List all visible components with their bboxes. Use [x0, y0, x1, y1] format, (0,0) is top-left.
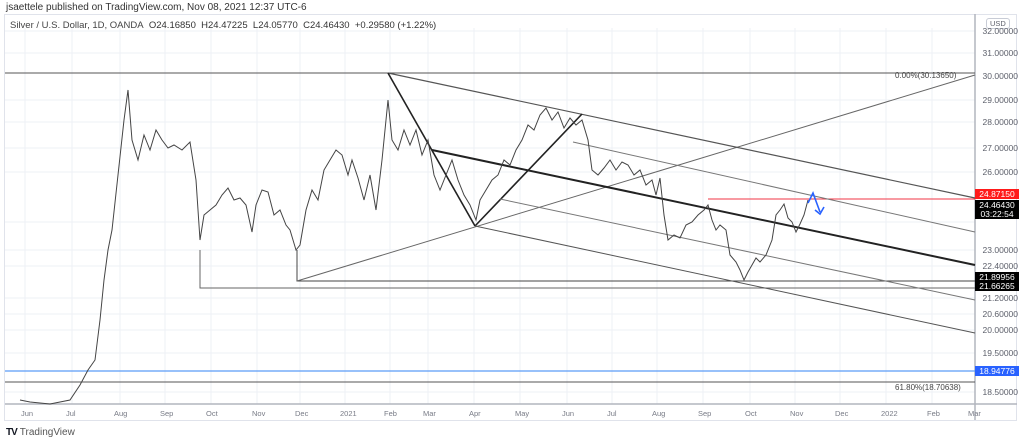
price-tick-label: 31.00000 [982, 48, 1018, 58]
fib-label-top: 0.00%(30.13650) [895, 71, 957, 80]
time-tick-label: Aug [114, 409, 128, 418]
time-tick-label: Mar [423, 409, 436, 418]
price-tick-label: 22.40000 [982, 261, 1018, 271]
time-tick-label: Sep [698, 409, 712, 418]
price-tick-label: 26.00000 [982, 167, 1018, 177]
price-tick-label: 20.00000 [982, 325, 1018, 335]
time-tick-label: Oct [206, 409, 218, 418]
published-info: jsaettele published on TradingView.com, … [6, 2, 307, 13]
time-tick-label: Jun [562, 409, 575, 418]
price-tick-label: 21.20000 [982, 293, 1018, 303]
time-tick-label: Jul [66, 409, 76, 418]
price-tick-label: 18.50000 [982, 387, 1018, 397]
time-tick-label: Aug [652, 409, 666, 418]
time-tick-label: Nov [252, 409, 266, 418]
price-tag: 24.46430 [975, 200, 1019, 210]
change-value: +0.29580 (+1.22%) [354, 20, 437, 31]
time-tick-label: 2021 [340, 409, 357, 418]
time-tick-label: May [515, 409, 530, 418]
price-tick-label: 32.00000 [982, 26, 1018, 36]
open-value: O24.16850 [148, 20, 196, 31]
grid [5, 28, 975, 404]
price-tick-label: 30.00000 [982, 71, 1018, 81]
symbol-legend: Silver / U.S. Dollar, 1D, OANDA O24.1685… [10, 20, 436, 31]
time-tick-label: Feb [927, 409, 940, 418]
price-tick-label: 27.00000 [982, 143, 1018, 153]
support-line-1[interactable] [199, 250, 975, 289]
pitchfork[interactable] [296, 72, 976, 334]
time-tick-label: Apr [469, 409, 481, 418]
time-tick-label: Dec [835, 409, 849, 418]
currency-badge[interactable]: USD [986, 18, 1010, 29]
price-tick-label: 23.00000 [982, 245, 1018, 255]
high-value: H24.47225 [201, 20, 248, 31]
tv-logo-icon: TV [6, 427, 18, 438]
time-tick-label: Sep [160, 409, 174, 418]
time-tick-label: Dec [295, 409, 309, 418]
price-tag: 18.94776 [975, 366, 1019, 376]
price-tick-label: 19.50000 [982, 348, 1018, 358]
price-tag: 21.66265 [975, 281, 1019, 291]
price-series [19, 89, 809, 405]
time-tick-label: Mar [968, 409, 981, 418]
low-value: L24.05770 [252, 20, 298, 31]
time-tick-label: Nov [790, 409, 804, 418]
time-tick-label: Oct [745, 409, 757, 418]
projection-arrow[interactable] [807, 190, 821, 213]
time-tick-label: Feb [384, 409, 397, 418]
price-tag: 24.87150 [975, 189, 1019, 199]
price-tag: 03:22:54 [975, 209, 1019, 219]
arrow-head-icon [814, 206, 825, 216]
fib-label-bottom: 61.80%(18.70638) [895, 383, 961, 392]
price-tick-label: 29.00000 [982, 95, 1018, 105]
tradingview-logo[interactable]: TV TradingView [6, 427, 75, 438]
symbol-name: Silver / U.S. Dollar, 1D, OANDA [10, 20, 144, 31]
price-tick-label: 28.00000 [982, 117, 1018, 127]
price-tag: 21.89956 [975, 272, 1019, 282]
time-tick-label: 2022 [881, 409, 898, 418]
time-tick-label: Jun [21, 409, 34, 418]
close-value: C24.46430 [303, 20, 350, 31]
price-tick-label: 20.60000 [982, 309, 1018, 319]
brand-name: TradingView [19, 427, 75, 438]
time-tick-label: Jul [607, 409, 617, 418]
